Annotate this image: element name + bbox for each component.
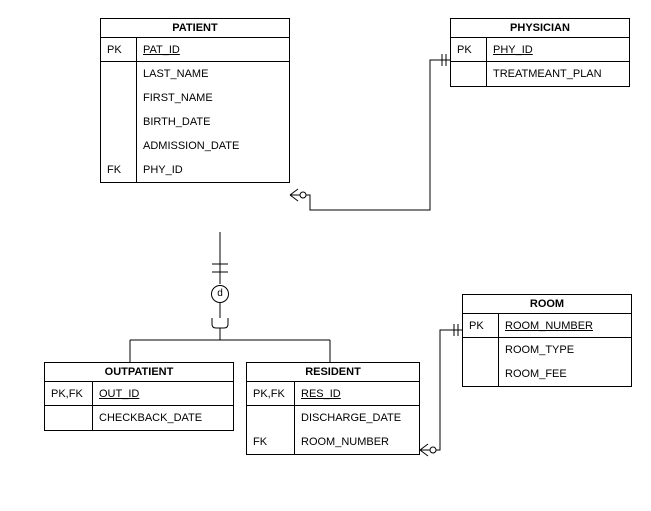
key-cell: PK	[101, 38, 136, 62]
entity-physician: PHYSICIAN PK PHY_ID TREATMEANT_PLAN	[450, 18, 630, 87]
key-cell	[45, 406, 92, 430]
key-cell	[101, 134, 136, 158]
attr-cell: ROOM_NUMBER	[499, 314, 631, 338]
key-cell	[463, 362, 498, 386]
entity-patient-title: PATIENT	[101, 19, 289, 38]
key-cell	[101, 62, 136, 86]
entity-room-title: ROOM	[463, 295, 631, 314]
entity-resident-title: RESIDENT	[247, 363, 419, 382]
key-cell: PK,FK	[247, 382, 294, 406]
attr-cell: DISCHARGE_DATE	[295, 406, 419, 430]
key-cell	[101, 86, 136, 110]
entity-physician-title: PHYSICIAN	[451, 19, 629, 38]
attr-cell: ADMISSION_DATE	[137, 134, 289, 158]
entity-room: ROOM PK ROOM_NUMBER ROOM_TYPE ROOM_FEE	[462, 294, 632, 387]
key-cell	[247, 406, 294, 430]
key-cell	[463, 338, 498, 362]
attr-cell: BIRTH_DATE	[137, 110, 289, 134]
er-diagram-canvas: d PATIENT PK FK PAT_ID LAST_NAME FIRST_N…	[0, 0, 651, 511]
key-cell: FK	[101, 158, 136, 182]
attr-cell: TREATMEANT_PLAN	[487, 62, 629, 86]
attr-cell: ROOM_NUMBER	[295, 430, 419, 454]
key-cell: PK,FK	[45, 382, 92, 406]
attr-cell: RES_ID	[295, 382, 419, 406]
attr-cell: ROOM_TYPE	[499, 338, 631, 362]
entity-outpatient-title: OUTPATIENT	[45, 363, 233, 382]
attr-cell: LAST_NAME	[137, 62, 289, 86]
inheritance-symbol: d	[211, 285, 229, 303]
attr-cell: OUT_ID	[93, 382, 233, 406]
attr-cell: PHY_ID	[137, 158, 289, 182]
key-cell: PK	[463, 314, 498, 338]
key-cell: FK	[247, 430, 294, 454]
attr-cell: ROOM_FEE	[499, 362, 631, 386]
inheritance-symbol-label: d	[217, 288, 223, 299]
entity-outpatient: OUTPATIENT PK,FK OUT_ID CHECKBACK_DATE	[44, 362, 234, 431]
attr-cell: PHY_ID	[487, 38, 629, 62]
key-cell	[101, 110, 136, 134]
attr-cell: PAT_ID	[137, 38, 289, 62]
entity-patient: PATIENT PK FK PAT_ID LAST_NAME FIRST_NAM…	[100, 18, 290, 183]
entity-resident: RESIDENT PK,FK FK RES_ID DISCHARGE_DATE …	[246, 362, 420, 455]
key-cell: PK	[451, 38, 486, 62]
attr-cell: CHECKBACK_DATE	[93, 406, 233, 430]
key-cell	[451, 62, 486, 86]
attr-cell: FIRST_NAME	[137, 86, 289, 110]
